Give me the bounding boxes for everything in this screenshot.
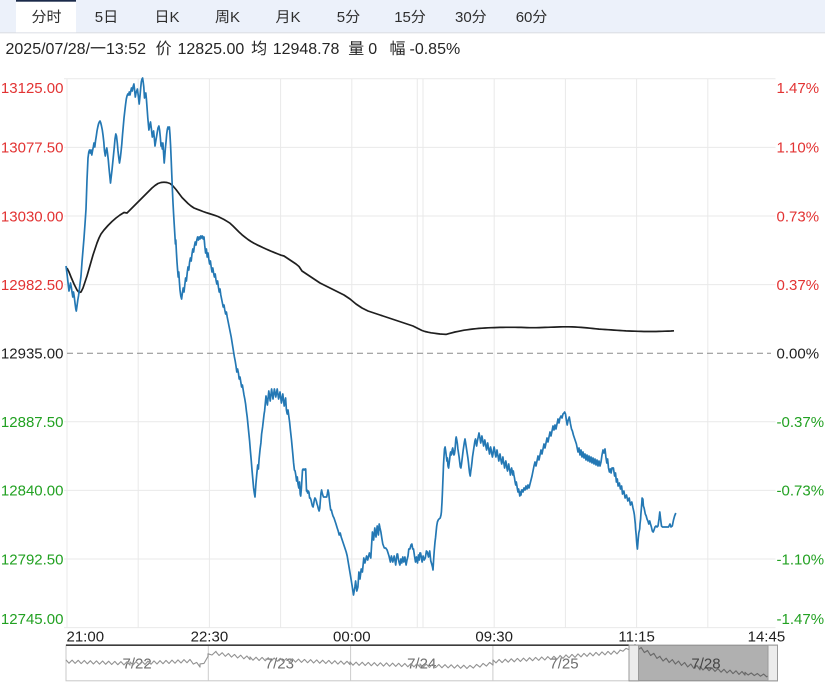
svg-text:12840.00: 12840.00 bbox=[1, 483, 64, 500]
svg-text:12948.78: 12948.78 bbox=[273, 41, 340, 58]
svg-text:14:45: 14:45 bbox=[748, 629, 786, 646]
svg-text:11:15: 11:15 bbox=[618, 629, 654, 646]
svg-text:5: 5 bbox=[95, 9, 103, 26]
svg-text:09:30: 09:30 bbox=[475, 629, 513, 646]
svg-text:-1.10%: -1.10% bbox=[777, 551, 825, 568]
svg-text:12887.50: 12887.50 bbox=[1, 414, 64, 431]
svg-text:-1.47%: -1.47% bbox=[777, 611, 825, 628]
svg-text:-0.37%: -0.37% bbox=[777, 414, 825, 431]
svg-text:30: 30 bbox=[455, 9, 472, 26]
svg-text:13:52: 13:52 bbox=[106, 41, 146, 58]
svg-text:15: 15 bbox=[394, 9, 411, 26]
svg-text:12792.50: 12792.50 bbox=[1, 551, 64, 568]
svg-text:2025/07/28/: 2025/07/28/ bbox=[6, 41, 91, 58]
svg-text:60: 60 bbox=[516, 9, 533, 26]
svg-text:12745.00: 12745.00 bbox=[1, 611, 64, 628]
svg-text:12982.50: 12982.50 bbox=[1, 277, 64, 294]
svg-text:0.37%: 0.37% bbox=[777, 277, 820, 294]
svg-text:22:30: 22:30 bbox=[191, 629, 229, 646]
svg-text:13030.00: 13030.00 bbox=[1, 208, 64, 225]
svg-text:K: K bbox=[170, 9, 180, 26]
svg-text:21:00: 21:00 bbox=[67, 629, 105, 646]
svg-text:0.73%: 0.73% bbox=[777, 208, 820, 225]
svg-text:K: K bbox=[291, 9, 301, 26]
svg-text:1.10%: 1.10% bbox=[777, 140, 820, 157]
svg-text:13125.00: 13125.00 bbox=[1, 80, 64, 97]
svg-text:5: 5 bbox=[337, 9, 345, 26]
svg-text:12825.00: 12825.00 bbox=[178, 41, 245, 58]
svg-text:7/28: 7/28 bbox=[691, 656, 720, 673]
svg-text:0.00%: 0.00% bbox=[777, 346, 820, 363]
svg-text:7/22: 7/22 bbox=[122, 656, 151, 673]
svg-text:00:00: 00:00 bbox=[333, 629, 371, 646]
svg-text:12935.00: 12935.00 bbox=[1, 346, 64, 363]
svg-text:7/24: 7/24 bbox=[407, 656, 436, 673]
svg-text:-0.85%: -0.85% bbox=[410, 41, 461, 58]
svg-text:K: K bbox=[230, 9, 240, 26]
svg-text:1.47%: 1.47% bbox=[777, 80, 820, 97]
svg-text:0: 0 bbox=[368, 41, 377, 58]
svg-text:13077.50: 13077.50 bbox=[1, 140, 64, 157]
svg-text:-0.73%: -0.73% bbox=[777, 483, 825, 500]
